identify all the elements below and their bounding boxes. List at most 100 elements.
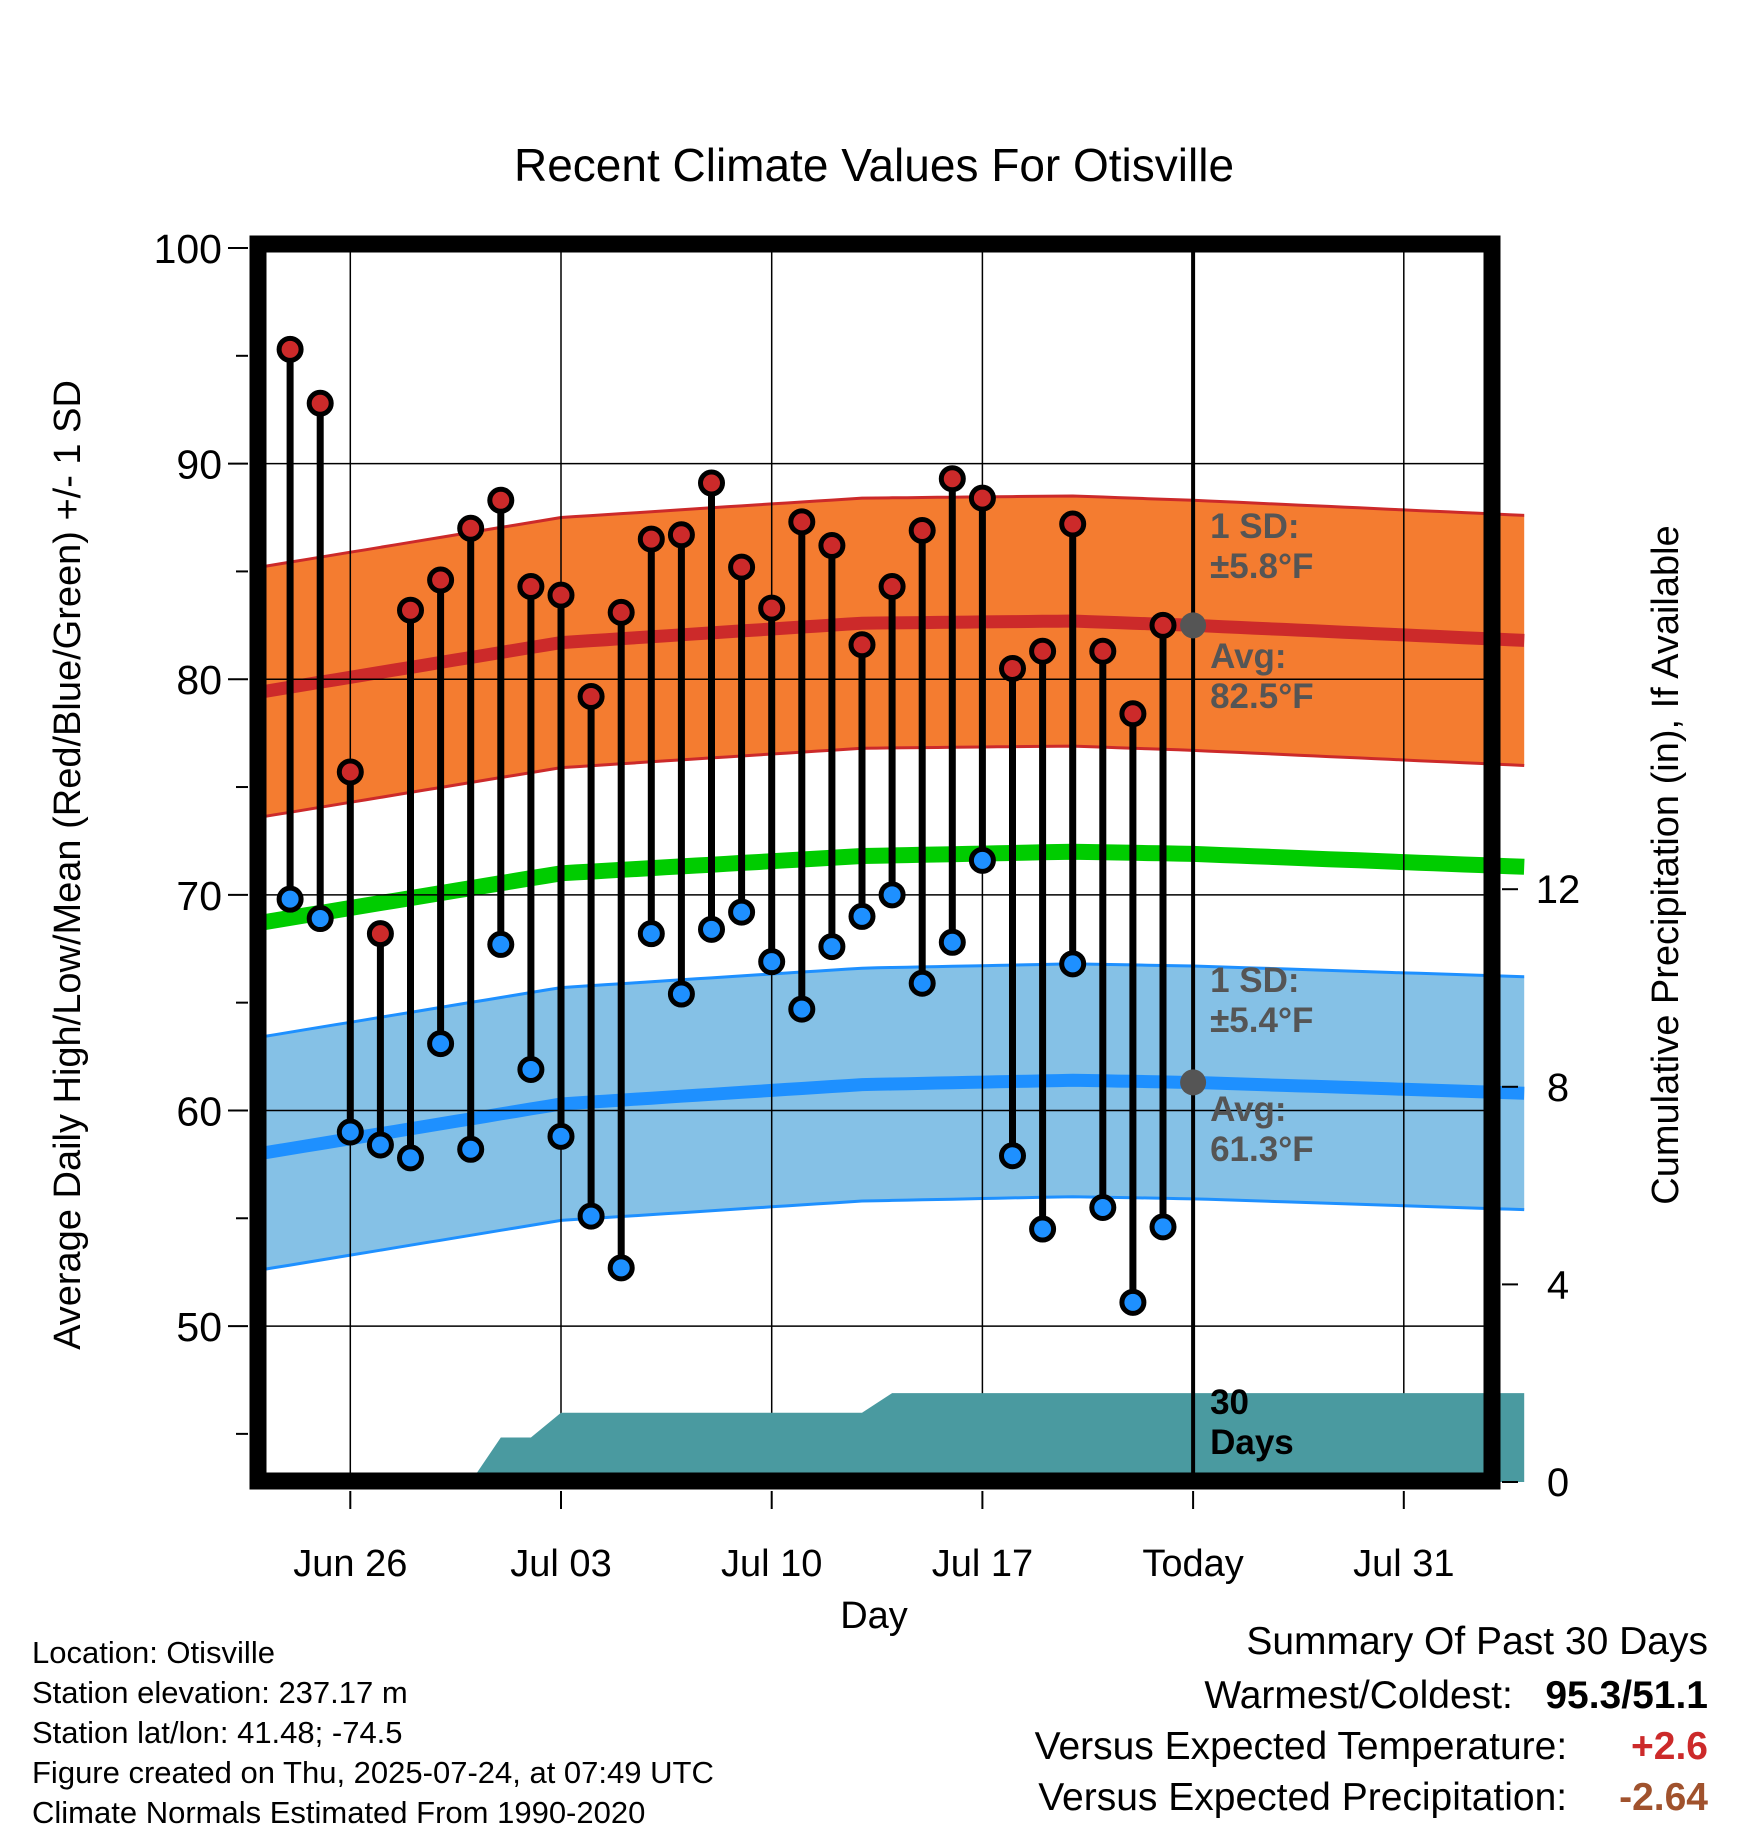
low-sd-annotation-line-1: ±5.4°F [1210,1001,1313,1040]
x-tick-label-1: Jul 03 [510,1543,611,1585]
high-point-2025-07-17 [968,484,996,512]
high-avg-annotation-line-1: 82.5°F [1210,677,1314,716]
low-avg-annotation-line-1: 61.3°F [1210,1130,1314,1169]
high-sd-annotation-line-1: ±5.8°F [1210,547,1313,586]
low-point-2025-07-18 [999,1142,1026,1170]
y-tick-label-90: 90 [176,442,222,488]
high-point-2025-07-16 [938,465,966,493]
low-point-2025-07-05 [607,1254,635,1282]
high-point-2025-07-06 [637,525,665,553]
y-axis-label: Average Daily High/Low/Mean (Red/Blue/Gr… [47,380,89,1350]
low-point-2025-07-08 [698,915,725,943]
warm-cold-value: 95.3/51.1 [1545,1674,1708,1717]
summary-title: Summary Of Past 30 Days [1246,1620,1708,1663]
high-sd-annotation: 1 SD: ±5.8°F [1210,507,1313,586]
low-point-2025-07-12 [818,933,846,961]
low-point-2025-07-23 [1149,1213,1177,1241]
x-tick-label-3: Jul 17 [932,1543,1033,1585]
low-point-2025-07-22 [1119,1288,1147,1316]
low-point-2025-07-20 [1059,950,1087,978]
low-point-2025-06-28 [397,1144,424,1172]
low-point-2025-07-14 [878,881,906,909]
high-point-2025-07-12 [818,532,846,560]
footer-normals: Climate Normals Estimated From 1990-2020 [32,1795,646,1830]
y2-tick-label-8: 8 [1547,1066,1569,1110]
footer-location: Location: Otisville [32,1635,275,1670]
high-point-2025-06-27 [366,920,394,948]
high-point-2025-07-07 [667,521,695,549]
x-tick-label-0: Jun 26 [293,1543,407,1585]
high-avg-annotation-line-0: Avg: [1210,637,1286,676]
high-point-2025-07-05 [607,598,635,626]
low-point-2025-07-16 [938,928,966,956]
axes: 100 90 80 70 60 50 0 4 8 12 Jun 26 Jul 03 Jul 10 Jul … [154,226,1581,1585]
y2-tick-label-4: 4 [1547,1263,1569,1307]
high-point-2025-07-21 [1089,637,1117,665]
low-point-2025-07-17 [968,846,996,874]
x-tick-label-4: Today [1142,1543,1243,1585]
low-point-2025-06-27 [366,1131,394,1159]
summary-precip: Versus Expected Precipitation: -2.64 [1038,1776,1708,1820]
y-tick-label-50: 50 [176,1304,222,1350]
low-sd-band [260,963,1525,1270]
low-point-2025-07-11 [788,995,816,1023]
low-avg-annotation-line-0: Avg: [1210,1090,1286,1129]
low-point-2025-07-13 [848,902,876,930]
low-point-2025-07-03 [547,1122,575,1150]
high-point-2025-07-10 [758,594,786,622]
low-point-2025-06-30 [457,1135,485,1163]
low-point-2025-07-02 [517,1055,545,1083]
window-annotation-line-0: 30 [1210,1383,1249,1422]
high-point-2025-06-24 [276,335,304,363]
window-annotation: 30 Days [1210,1383,1294,1462]
y-tick-label-70: 70 [176,873,222,919]
high-point-2025-06-28 [397,596,424,624]
y-tick-label-80: 80 [176,657,222,703]
high-point-2025-06-30 [457,514,485,542]
high-point-2025-07-14 [878,573,906,601]
low-sd-annotation: 1 SD: ±5.4°F [1210,961,1313,1040]
summary-warm-cold: Warmest/Coldest: 95.3/51.1 [1204,1674,1708,1718]
low-sd-annotation-line-0: 1 SD: [1210,961,1299,1000]
high-point-2025-06-29 [427,566,455,594]
daily-stems [286,349,1167,1303]
y2-tick-label-0: 0 [1547,1461,1569,1505]
low-point-2025-07-06 [637,920,665,948]
high-point-2025-07-09 [728,553,756,581]
high-point-2025-07-19 [1029,637,1057,665]
low-point-2025-07-21 [1089,1193,1117,1221]
footer-created: Figure created on Thu, 2025-07-24, at 07… [32,1755,714,1790]
low-point-2025-07-09 [728,898,756,926]
today-low-normal-marker [1180,1069,1207,1096]
low-point-2025-07-01 [487,930,515,958]
chart-title: Recent Climate Values For Otisville [514,139,1234,191]
low-sd-band-lower-edge [259,1195,1525,1272]
y-tick-label-100: 100 [154,226,222,272]
high-point-2025-07-03 [547,581,575,609]
high-point-2025-07-23 [1149,611,1177,639]
x-axis-label: Day [840,1595,908,1637]
high-point-2025-07-04 [577,682,605,710]
footer-latlon: Station lat/lon: 41.48; -74.5 [32,1715,403,1750]
low-point-2025-07-15 [908,969,936,997]
plot-frame [249,235,1501,1490]
low-avg-annotation: Avg: 61.3°F [1210,1090,1314,1169]
y-tick-label-60: 60 [176,1088,222,1134]
high-sd-annotation-line-0: 1 SD: [1210,507,1299,546]
high-point-2025-07-08 [698,469,725,497]
high-point-2025-06-26 [336,758,364,786]
window-annotation-line-1: Days [1210,1423,1294,1462]
high-point-2025-07-13 [848,631,876,659]
high-point-2025-07-11 [788,508,816,536]
precip-area [260,1393,1525,1482]
warm-cold-label: Warmest/Coldest: [1204,1674,1513,1717]
x-tick-label-2: Jul 10 [721,1543,822,1585]
high-point-2025-07-22 [1119,700,1147,728]
low-point-2025-06-24 [276,885,304,913]
high-point-2025-07-01 [487,486,515,514]
low-point-2025-06-29 [427,1030,455,1058]
precip-value: -2.64 [1619,1776,1708,1819]
high-point-2025-07-20 [1059,510,1087,538]
low-point-2025-06-26 [336,1118,364,1146]
